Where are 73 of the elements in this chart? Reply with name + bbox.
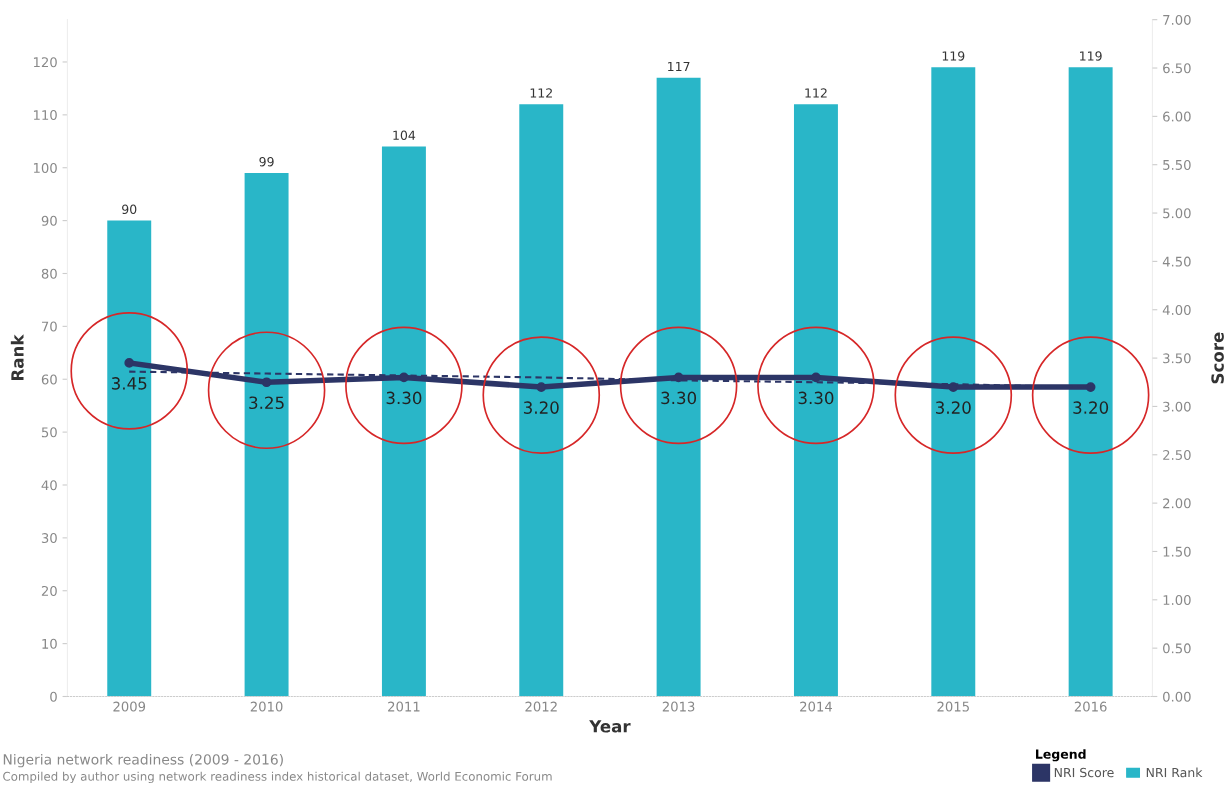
bar (793, 104, 838, 697)
y2-axis-title: Score (1211, 332, 1224, 384)
y-tick-label: 20 (41, 585, 57, 596)
data-label: 3.30 (798, 391, 834, 405)
y2-tick-label: 6.00 (1163, 111, 1191, 122)
point (536, 382, 547, 392)
legend-title: Legend (1036, 749, 1086, 762)
data-label: 3.45 (111, 377, 147, 390)
y2-tick-label: 2.00 (1163, 498, 1191, 509)
x-tick-label: 2011 (388, 701, 420, 712)
x-tick-label: 2015 (937, 701, 969, 712)
y2-tick-label: 3.50 (1163, 353, 1191, 364)
data-label: 104 (393, 130, 416, 140)
y2-tick-label: 1.00 (1163, 595, 1191, 606)
x-tick-label: 2012 (525, 701, 557, 712)
data-label: 99 (259, 156, 274, 167)
y2-tick-label: 7.00 (1163, 14, 1191, 25)
point (1085, 382, 1096, 392)
y2-tick-label: 0.50 (1163, 643, 1191, 654)
x-tick-label: 2016 (1074, 701, 1107, 712)
point (261, 377, 272, 388)
y-tick-label: 100 (33, 162, 57, 173)
y-tick-label: 90 (41, 215, 57, 226)
data-label: 3.30 (661, 391, 697, 405)
text: Nigeria network readiness (2009 - 2016) (3, 753, 283, 768)
x-tick-label: 2009 (113, 701, 146, 712)
y2-tick-label: 6.50 (1163, 63, 1191, 74)
bar (656, 77, 701, 697)
y-tick-label: 40 (41, 480, 57, 491)
data-label: 119 (1080, 51, 1102, 61)
y-tick-label: 10 (42, 638, 57, 649)
data-label: 117 (668, 61, 690, 72)
y-tick-label: 70 (42, 321, 57, 332)
point (124, 358, 135, 368)
data-label: 90 (122, 204, 137, 215)
data-label: 112 (805, 88, 827, 98)
x-tick-label: 2010 (250, 701, 283, 712)
y-axis-title: Rank (10, 334, 24, 381)
y2-tick-label: 1.50 (1163, 546, 1191, 557)
text: Compiled by author using network readiness index historical dataset, World Economic Forum (3, 771, 552, 784)
y2-tick-label: 5.00 (1163, 208, 1191, 219)
bar (244, 173, 289, 697)
data-label: 112 (530, 88, 552, 98)
bar (1068, 67, 1113, 697)
point (811, 372, 821, 383)
y-tick-label: 0 (50, 691, 57, 702)
y2-tick-label: 0.00 (1163, 691, 1191, 702)
y-tick-label: 80 (41, 268, 57, 279)
x-tick-label: 2013 (662, 701, 695, 712)
bar (381, 146, 426, 697)
y-tick-label: 120 (33, 57, 57, 68)
y-tick-label: 60 (41, 374, 57, 385)
y2-tick-label: 4.50 (1162, 256, 1191, 267)
legend-label: NRI Score (1054, 767, 1114, 778)
data-label: 3.25 (249, 396, 284, 410)
y-tick-label: 30 (41, 533, 57, 544)
y2-tick-label: 4.00 (1162, 304, 1191, 315)
y2-tick-label: 5.50 (1163, 159, 1191, 170)
data-label: 3.20 (523, 401, 559, 414)
y2-tick-label: 2.50 (1163, 449, 1191, 460)
legend-label: NRI Rank (1146, 767, 1203, 778)
data-label: 3.20 (1073, 401, 1109, 414)
bar (519, 104, 564, 697)
y-tick-label: 110 (33, 110, 57, 121)
x-tick-label: 2014 (800, 701, 832, 712)
bar (931, 67, 976, 697)
data-label: 3.20 (936, 401, 971, 414)
y2-tick-label: 3.00 (1163, 401, 1191, 412)
y-tick-label: 50 (41, 427, 57, 438)
data-label: 3.30 (386, 391, 422, 405)
bar (107, 220, 152, 697)
data-label: 119 (942, 51, 965, 61)
x-axis-title: Year (589, 720, 631, 733)
